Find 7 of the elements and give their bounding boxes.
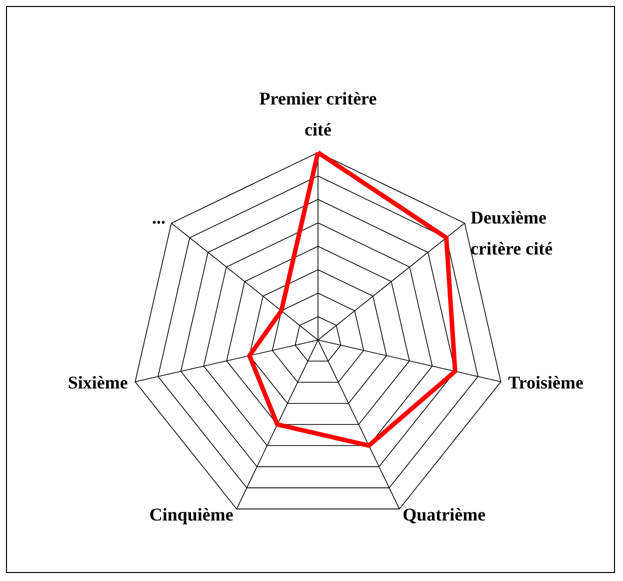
spoke-label: Troisième — [508, 372, 584, 392]
spoke-label: ... — [152, 207, 166, 228]
spoke-label: Sixième — [68, 372, 128, 392]
spoke-label: Premier critère cité — [259, 88, 377, 140]
spoke-label: Deuxième critère cité — [470, 207, 553, 258]
spoke-label: Cinquième — [149, 504, 234, 525]
spoke-label: Quatrième — [402, 504, 486, 525]
